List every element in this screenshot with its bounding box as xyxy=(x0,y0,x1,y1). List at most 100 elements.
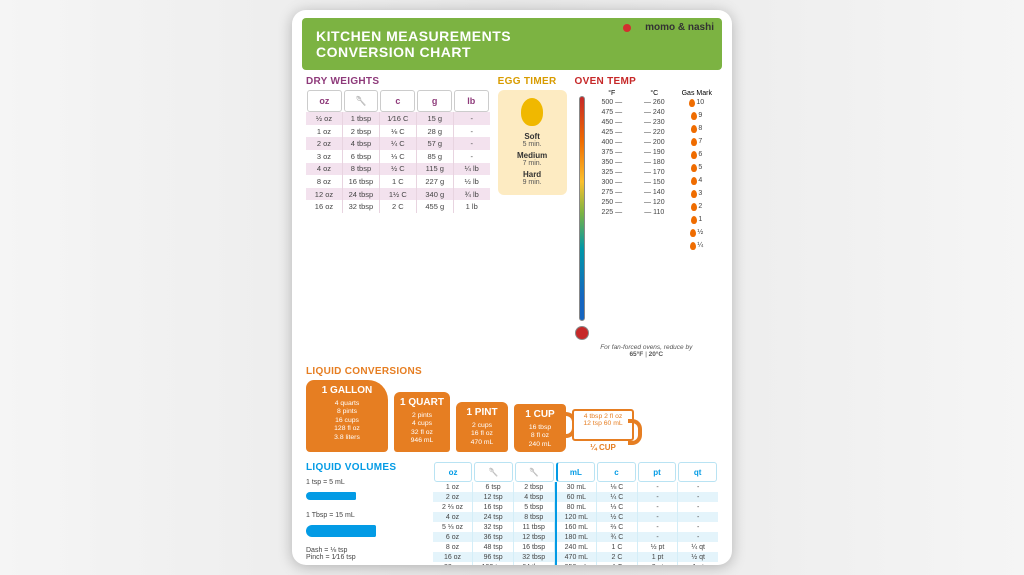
top-row: DRY WEIGHTS oz 🥄 c g lb ½ oz1 tbsp1⁄16 C… xyxy=(306,76,718,358)
thermo-tube xyxy=(579,96,585,321)
pinch-note: Pinch = 1⁄16 tsp xyxy=(306,554,423,561)
volumes-row: 6 oz36 tsp12 tbsp180 mL¾ C-- xyxy=(433,532,718,542)
dry-row: ½ oz1 tbsp1⁄16 C15 g- xyxy=(306,112,490,125)
quarter-cup-label: ¼ CUP xyxy=(590,443,616,452)
logo-dot-red xyxy=(623,24,631,32)
tsp-note: 1 tsp = 5 mL xyxy=(306,479,423,486)
thermo-bulb xyxy=(575,326,589,340)
egg-box: Soft5 min. Medium7 min. Hard9 min. xyxy=(498,90,567,195)
liquid-title: LIQUID CONVERSIONS xyxy=(306,366,718,377)
dry-table-rows: ½ oz1 tbsp1⁄16 C15 g-1 oz2 tbsp⅛ C28 g-2… xyxy=(306,112,490,213)
dry-head-cup: c xyxy=(380,90,415,112)
dry-header-row: oz 🥄 c g lb xyxy=(306,90,490,112)
oven-col-c: °C — 260— 240— 230— 220— 200— 190— 180— … xyxy=(633,90,676,340)
quarter-cup-wrap: 4 tbsp 2 fl oz 12 tsp 60 mL ¼ CUP xyxy=(572,409,634,452)
quarter-cup-box: 4 tbsp 2 fl oz 12 tsp 60 mL xyxy=(572,409,634,441)
oven-head-gas: Gas Mark xyxy=(676,90,719,97)
thermometer-icon xyxy=(575,90,589,340)
egg-items: Soft5 min. Medium7 min. Hard9 min. xyxy=(502,132,563,186)
liquid-volumes-section: LIQUID VOLUMES 1 tsp = 5 mL 1 Tbsp = 15 … xyxy=(306,462,718,565)
volumes-row: 32 oz192 tsp64 tbsp950 mL4 C2 pt1 qt xyxy=(433,562,718,565)
oven-col-gas: Gas Mark 10987654321½¼ xyxy=(676,90,719,340)
dry-head-spoon-icon: 🥄 xyxy=(344,90,379,112)
vol-head-qt: qt xyxy=(678,462,717,482)
flame-icon xyxy=(691,151,697,159)
title-line1: KITCHEN MEASUREMENTS xyxy=(316,28,511,44)
flame-icon xyxy=(690,242,696,250)
dry-head-gram: g xyxy=(417,90,452,112)
volumes-table: oz 🥄 🥄 mL c pt qt 1 oz6 tsp2 tbsp30 mL⅛ … xyxy=(433,462,718,565)
dry-row: 16 oz32 tbsp2 C455 g1 lb xyxy=(306,200,490,213)
dry-weights-section: DRY WEIGHTS oz 🥄 c g lb ½ oz1 tbsp1⁄16 C… xyxy=(306,76,490,358)
flame-icon xyxy=(691,164,697,172)
brand-text: momo & nashi xyxy=(645,22,714,33)
flame-icon xyxy=(691,203,697,211)
tbsp-note: 1 Tbsp = 15 mL xyxy=(306,512,423,519)
dry-title: DRY WEIGHTS xyxy=(306,76,490,87)
volumes-row: 4 oz24 tsp8 tbsp120 mL½ C-- xyxy=(433,512,718,522)
volumes-row: 2 ⅔ oz16 tsp5 tbsp80 mL⅓ C-- xyxy=(433,502,718,512)
brand-logo: momo & nashi xyxy=(623,22,714,33)
dry-row: 1 oz2 tbsp⅛ C28 g- xyxy=(306,125,490,138)
oven-head-f: °F xyxy=(591,90,634,97)
flame-icon xyxy=(691,125,697,133)
oven-columns: °F 500 —475 —450 —425 —400 —375 —350 —32… xyxy=(591,90,718,340)
flame-icon xyxy=(691,177,697,185)
cup-container: 1 CUP 16 tbsp8 fl oz240 mL xyxy=(514,404,566,452)
dry-head-lb: lb xyxy=(454,90,489,112)
dash-note: Dash = ⅛ tsp xyxy=(306,547,423,554)
oven-title: OVEN TEMP xyxy=(575,76,718,87)
flame-icon xyxy=(691,190,697,198)
tablespoon-icon xyxy=(306,525,376,537)
pint-container: 1 PINT 2 cups16 fl oz470 mL xyxy=(456,402,508,452)
quart-container: 1 QUART 2 pints4 cups32 fl oz946 mL xyxy=(394,392,450,452)
dry-row: 12 oz24 tbsp1½ C340 g¾ lb xyxy=(306,188,490,201)
egg-item: Medium7 min. xyxy=(502,151,563,167)
dry-row: 3 oz6 tbsp⅓ C85 g- xyxy=(306,150,490,163)
volumes-left-panel: LIQUID VOLUMES 1 tsp = 5 mL 1 Tbsp = 15 … xyxy=(306,462,423,565)
oven-head-c: °C xyxy=(633,90,676,97)
chart-body: DRY WEIGHTS oz 🥄 c g lb ½ oz1 tbsp1⁄16 C… xyxy=(292,76,732,565)
volumes-table-rows: 1 oz6 tsp2 tbsp30 mL⅛ C--2 oz12 tsp4 tbs… xyxy=(433,482,718,565)
vol-head-oz: oz xyxy=(434,462,473,482)
egg-title: EGG TIMER xyxy=(498,76,567,87)
volumes-header-row: oz 🥄 🥄 mL c pt qt xyxy=(433,462,718,482)
flame-icon xyxy=(691,216,697,224)
vol-head-tbsp-icon: 🥄 xyxy=(515,462,554,482)
gallon-container: 1 GALLON 4 quarts8 pints16 cups128 fl oz… xyxy=(306,380,388,452)
volumes-row: 5 ⅓ oz32 tsp11 tbsp160 mL⅔ C-- xyxy=(433,522,718,532)
flame-icon xyxy=(691,112,697,120)
logo-dot-green xyxy=(634,24,642,32)
volumes-row: 8 oz48 tsp16 tbsp240 mL1 C½ pt¼ qt xyxy=(433,542,718,552)
egg-item: Soft5 min. xyxy=(502,132,563,148)
volumes-row: 16 oz96 tsp32 tbsp470 mL2 C1 pt½ qt xyxy=(433,552,718,562)
egg-timer-section: EGG TIMER Soft5 min. Medium7 min. Hard9 mi… xyxy=(498,76,567,358)
dry-row: 2 oz4 tbsp¼ C57 g- xyxy=(306,137,490,150)
flame-icon xyxy=(689,99,695,107)
oven-box: °F 500 —475 —450 —425 —400 —375 —350 —32… xyxy=(575,90,718,340)
liquid-conversions-section: LIQUID CONVERSIONS 1 GALLON 4 quarts8 pi… xyxy=(306,366,718,452)
egg-icon xyxy=(521,98,543,126)
flame-icon xyxy=(691,138,697,146)
chart-title: KITCHEN MEASUREMENTS CONVERSION CHART xyxy=(316,28,511,60)
vol-head-ml: mL xyxy=(556,462,596,482)
vol-head-pt: pt xyxy=(638,462,677,482)
dry-row: 8 oz16 tbsp1 C227 g½ lb xyxy=(306,175,490,188)
dash-pinch-notes: Dash = ⅛ tsp Pinch = 1⁄16 tsp xyxy=(306,547,423,561)
volumes-title: LIQUID VOLUMES xyxy=(306,462,423,473)
vol-head-tsp-icon: 🥄 xyxy=(474,462,513,482)
liquid-containers-row: 1 GALLON 4 quarts8 pints16 cups128 fl oz… xyxy=(306,380,718,452)
teaspoon-icon xyxy=(306,492,356,500)
egg-item: Hard9 min. xyxy=(502,170,563,186)
dry-head-oz: oz xyxy=(307,90,342,112)
oven-col-f: °F 500 —475 —450 —425 —400 —375 —350 —32… xyxy=(591,90,634,340)
title-line2: CONVERSION CHART xyxy=(316,44,511,60)
vol-head-cup: c xyxy=(597,462,636,482)
flame-icon xyxy=(690,229,696,237)
volumes-row: 2 oz12 tsp4 tbsp60 mL¼ C-- xyxy=(433,492,718,502)
conversion-chart: momo & nashi KITCHEN MEASUREMENTS CONVER… xyxy=(292,10,732,565)
volumes-row: 1 oz6 tsp2 tbsp30 mL⅛ C-- xyxy=(433,482,718,492)
dry-row: 4 oz8 tbsp½ C115 g¼ lb xyxy=(306,163,490,176)
oven-temp-section: OVEN TEMP °F 500 —475 —450 —425 —400 —37… xyxy=(575,76,718,358)
oven-note: For fan-forced ovens, reduce by 65°F | 2… xyxy=(575,344,718,358)
